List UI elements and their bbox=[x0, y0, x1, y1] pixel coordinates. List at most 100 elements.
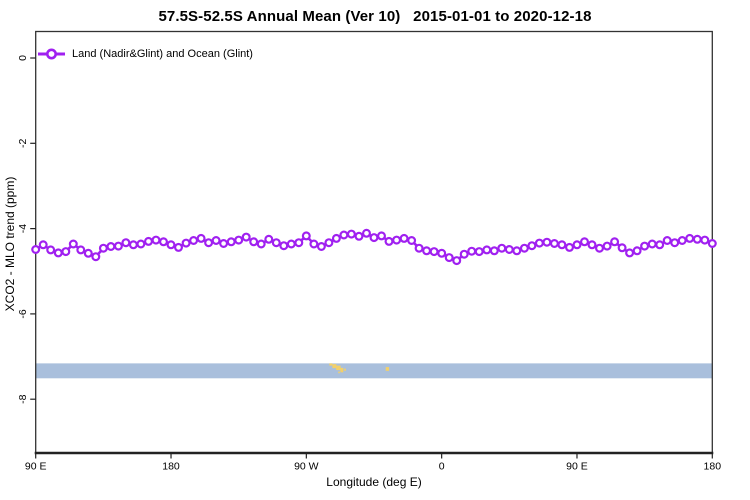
land-speck bbox=[332, 364, 337, 369]
data-point bbox=[369, 233, 379, 243]
data-point bbox=[219, 239, 229, 249]
data-point bbox=[655, 240, 665, 250]
data-point bbox=[204, 238, 214, 248]
chart-title: 57.5S-52.5S Annual Mean (Ver 10) 2015-01… bbox=[158, 8, 592, 25]
x-tick-label: 90 W bbox=[294, 461, 319, 473]
x-axis-title: Longitude (deg E) bbox=[326, 475, 422, 489]
data-point bbox=[362, 228, 372, 238]
data-point bbox=[354, 231, 364, 241]
legend-label: Land (Nadir&Glint) and Ocean (Glint) bbox=[72, 48, 253, 60]
x-tick-label: 180 bbox=[704, 461, 722, 473]
data-point bbox=[444, 253, 454, 263]
data-point bbox=[587, 240, 597, 250]
data-point bbox=[316, 242, 326, 252]
x-tick-label: 180 bbox=[162, 461, 180, 473]
data-point bbox=[346, 229, 356, 239]
data-point bbox=[467, 246, 477, 256]
data-point bbox=[384, 236, 394, 246]
data-point bbox=[429, 247, 439, 257]
data-point bbox=[527, 241, 537, 251]
data-point bbox=[241, 232, 251, 242]
data-point bbox=[640, 241, 650, 251]
data-point bbox=[174, 242, 184, 252]
land-speck bbox=[385, 367, 390, 371]
data-point bbox=[113, 241, 123, 251]
data-point bbox=[68, 239, 78, 249]
data-point bbox=[98, 243, 108, 253]
data-point bbox=[512, 246, 522, 256]
data-point bbox=[422, 246, 432, 256]
y-tick-label: -4 bbox=[17, 224, 29, 233]
data-point bbox=[677, 236, 687, 246]
data-point bbox=[271, 238, 281, 248]
data-point bbox=[602, 241, 612, 251]
data-point bbox=[249, 237, 259, 247]
data-point bbox=[324, 238, 334, 248]
legend-marker-icon bbox=[45, 48, 57, 60]
data-point bbox=[91, 252, 101, 262]
data-point bbox=[662, 236, 672, 246]
land-speck bbox=[336, 365, 341, 371]
data-point bbox=[579, 237, 589, 247]
data-point bbox=[83, 248, 93, 258]
data-point bbox=[399, 233, 409, 243]
data-point bbox=[294, 238, 304, 248]
data-point bbox=[392, 235, 402, 245]
data-point bbox=[617, 243, 627, 253]
data-point bbox=[264, 234, 274, 244]
data-point bbox=[437, 248, 447, 258]
data-point bbox=[564, 242, 574, 252]
y-tick-label: 0 bbox=[17, 55, 29, 61]
data-point bbox=[151, 235, 161, 245]
land-speck bbox=[329, 363, 333, 366]
data-point bbox=[474, 247, 484, 257]
data-point bbox=[377, 231, 387, 241]
data-point bbox=[557, 240, 567, 250]
x-tick-label: 90 E bbox=[25, 461, 47, 473]
data-point bbox=[181, 238, 191, 248]
data-point bbox=[692, 234, 702, 244]
data-point bbox=[610, 237, 620, 247]
data-point bbox=[407, 236, 417, 246]
data-point bbox=[106, 242, 116, 252]
data-point bbox=[670, 238, 680, 248]
data-point bbox=[594, 243, 604, 253]
data-point bbox=[549, 239, 559, 249]
x-tick-label: 0 bbox=[439, 461, 445, 473]
ocean-band bbox=[35, 363, 713, 379]
data-point bbox=[211, 236, 221, 246]
data-point bbox=[279, 241, 289, 251]
data-point bbox=[542, 237, 552, 247]
data-point bbox=[136, 239, 146, 249]
data-point bbox=[226, 237, 236, 247]
data-point bbox=[519, 243, 529, 253]
land-speck bbox=[338, 371, 340, 374]
data-point bbox=[504, 245, 514, 255]
data-point bbox=[301, 231, 311, 241]
y-tick-label: -8 bbox=[17, 394, 29, 403]
data-point bbox=[482, 245, 492, 255]
data-point bbox=[121, 238, 131, 248]
data-point bbox=[189, 236, 199, 246]
data-point bbox=[234, 235, 244, 245]
data-point bbox=[196, 233, 206, 243]
data-point bbox=[76, 245, 86, 255]
data-point bbox=[572, 240, 582, 250]
data-point bbox=[497, 243, 507, 253]
data-point bbox=[452, 256, 462, 266]
data-point bbox=[256, 239, 266, 249]
x-tick-label: 90 E bbox=[566, 461, 588, 473]
data-point bbox=[331, 233, 341, 243]
data-point bbox=[53, 248, 63, 258]
data-point bbox=[685, 233, 695, 243]
data-point bbox=[414, 243, 424, 253]
data-point bbox=[309, 239, 319, 249]
data-point bbox=[144, 236, 154, 246]
land-speck bbox=[344, 368, 346, 371]
y-tick-label: -2 bbox=[17, 138, 29, 147]
data-point bbox=[46, 245, 56, 255]
y-tick-label: -6 bbox=[17, 309, 29, 318]
data-point bbox=[159, 237, 169, 247]
